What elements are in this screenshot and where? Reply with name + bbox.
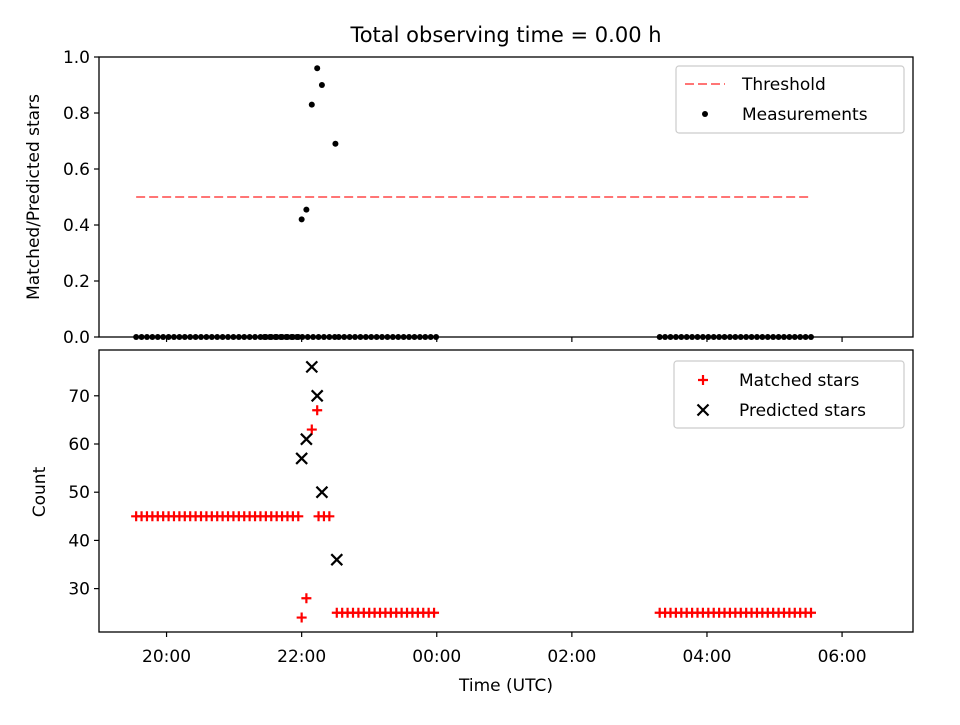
y-tick-label: 0.4 — [63, 216, 90, 236]
x-tick-label: 20:00 — [142, 647, 191, 667]
legend-matched-swatch — [698, 375, 708, 385]
x-axis-label: Time (UTC) — [458, 676, 553, 696]
legend-box — [673, 360, 905, 429]
legend-label-measurements: Measurements — [742, 105, 868, 125]
matched-star-point — [429, 607, 440, 618]
top-panel: 0.0 0.2 0.4 0.6 0.8 1.0 Threshold Measurements — [63, 48, 914, 348]
measurement-point — [298, 216, 305, 223]
chart-title: Total observing time = 0.00 h — [349, 23, 661, 47]
matched-star-point — [805, 607, 816, 618]
matched-star-point — [301, 593, 312, 604]
legend-box — [675, 65, 905, 134]
legend-label-matched: Matched stars — [739, 371, 859, 391]
predicted-star-point — [310, 389, 324, 403]
y-tick-label: 60 — [68, 435, 90, 455]
y-tick-label: 0.6 — [63, 160, 90, 180]
matched-star-point — [306, 424, 317, 435]
matched-star-point — [296, 612, 307, 623]
measurement-point — [314, 65, 321, 72]
matched-star-point — [312, 405, 323, 416]
bottom-panel: 30 40 50 60 70 20:00 22:00 00:00 02:00 04:00 06:00… — [68, 349, 914, 667]
y-tick-label: 70 — [68, 387, 90, 407]
y-tick-label: 40 — [68, 531, 90, 551]
bottom-axes-frame — [98, 349, 914, 633]
x-tick-label: 06:00 — [818, 647, 867, 667]
legend-label-predicted: Predicted stars — [739, 401, 866, 421]
legend-label-threshold: Threshold — [741, 75, 826, 95]
y-tick-label: 0.2 — [63, 272, 90, 292]
x-tick-label: 02:00 — [547, 647, 596, 667]
predicted-star-point — [305, 360, 319, 374]
predicted-star-point — [330, 553, 344, 566]
y-tick-label: 1.0 — [63, 48, 90, 68]
legend-predicted-swatch — [696, 403, 710, 417]
y-tick-label: 50 — [68, 483, 90, 503]
y-axis-label-top: Matched/Predicted stars — [24, 94, 44, 300]
legend-measurements-swatch — [702, 111, 708, 117]
predicted-star-point — [300, 432, 313, 446]
measurement-point — [318, 82, 325, 88]
y-tick-label: 0.0 — [63, 328, 90, 348]
x-tick-label: 00:00 — [412, 647, 461, 667]
predicted-star-point — [295, 452, 308, 465]
top-axes-frame — [98, 56, 914, 338]
matched-star-point — [293, 511, 304, 522]
y-tick-label: 0.8 — [63, 104, 90, 124]
measurement-point — [303, 206, 310, 213]
measurement-point — [332, 140, 339, 147]
x-tick-label: 22:00 — [277, 647, 326, 667]
y-axis-label-bottom: Count — [30, 466, 50, 517]
predicted-star-point — [315, 485, 329, 499]
matched-star-point — [324, 511, 335, 522]
x-tick-label: 04:00 — [682, 647, 731, 667]
measurement-point — [308, 101, 315, 108]
y-tick-label: 30 — [68, 580, 90, 600]
